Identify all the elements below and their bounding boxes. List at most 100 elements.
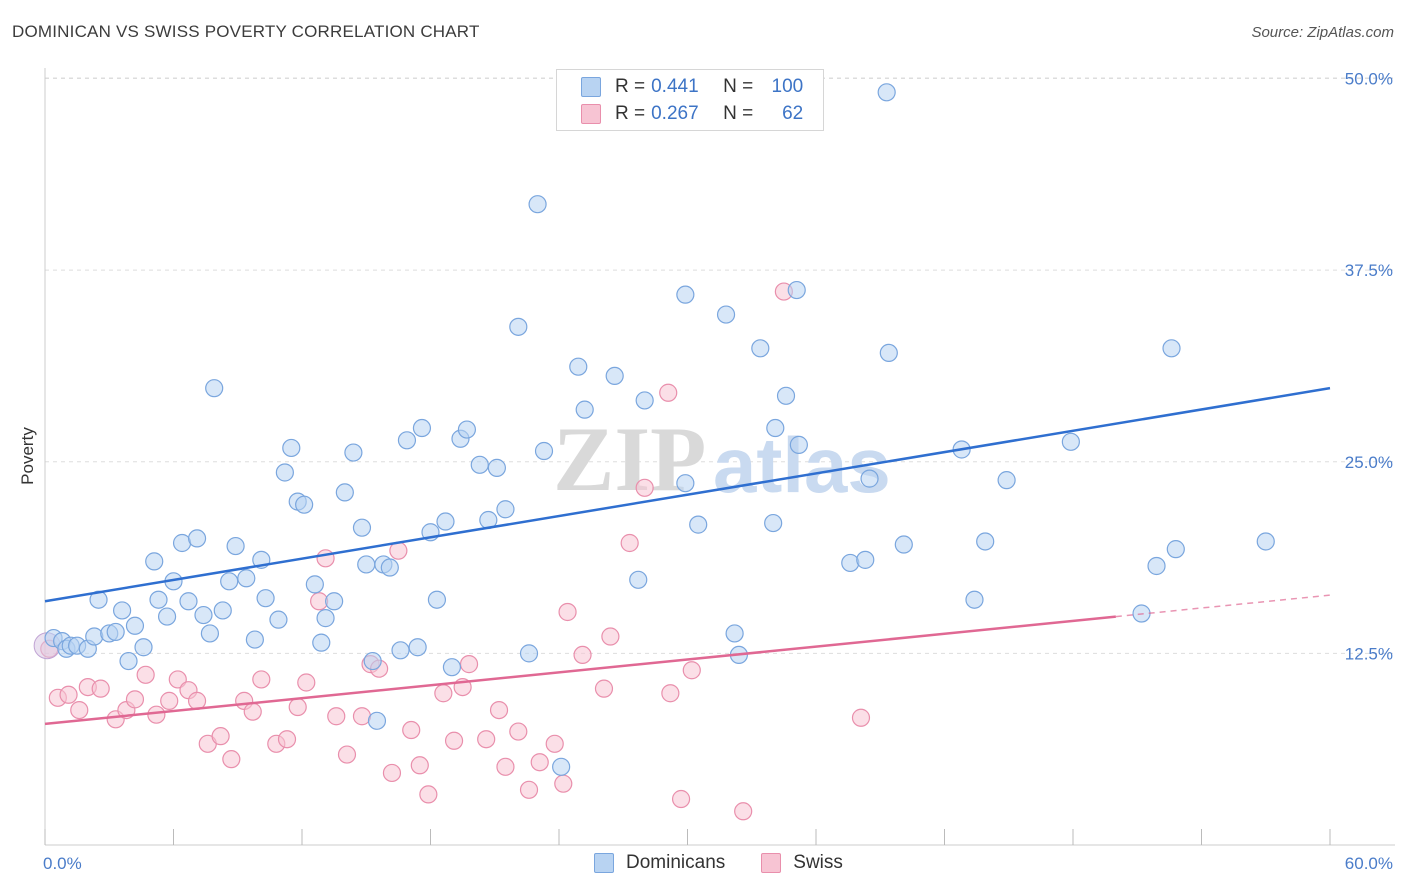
dominican-point xyxy=(380,558,399,577)
dominican-point xyxy=(725,624,744,643)
swiss-point xyxy=(91,679,110,698)
legend-row-dominicans: R = 0.441 N = 100 xyxy=(581,75,803,99)
x-tick-label: 60.0% xyxy=(1345,854,1393,873)
stats-legend: R = 0.441 N = 100 R = 0.267 N = 62 xyxy=(556,69,824,131)
dominican-point xyxy=(256,589,275,608)
dominican-point xyxy=(325,592,344,611)
swiss-point xyxy=(327,707,346,726)
dominican-point xyxy=(509,317,528,336)
dominican-point xyxy=(237,569,256,588)
swiss-point xyxy=(734,802,753,821)
dominican-point xyxy=(194,605,213,625)
dominican-point xyxy=(605,366,624,386)
dominican-point xyxy=(519,644,539,663)
dominican-point xyxy=(397,431,417,450)
dominican-point xyxy=(427,590,447,609)
dominican-point xyxy=(205,379,224,398)
dominican-point xyxy=(1162,339,1181,358)
dominican-point xyxy=(676,285,695,304)
swiss-point xyxy=(136,665,155,684)
swiss-point xyxy=(70,700,89,720)
dominican-point xyxy=(789,435,808,454)
dominican-point xyxy=(856,550,875,569)
legend-swatch-pink xyxy=(761,853,782,873)
swiss-point xyxy=(419,785,438,804)
dominican-point xyxy=(436,512,455,531)
dominican-point xyxy=(1061,432,1080,451)
dominican-point xyxy=(457,420,477,439)
legend-label-swiss: Swiss xyxy=(793,852,843,873)
swiss-point xyxy=(297,673,316,692)
dominican-point xyxy=(776,386,796,405)
legend-row-swiss: R = 0.267 N = 62 xyxy=(581,102,803,126)
dominican-point xyxy=(119,651,138,671)
swiss-point xyxy=(252,670,271,689)
legend-r-label: R = xyxy=(615,103,646,124)
trend-lines xyxy=(44,386,1331,726)
legend-n-label: N = xyxy=(723,76,754,97)
dominican-point xyxy=(751,339,770,358)
source-label: Source: ZipAtlas.com xyxy=(1251,24,1394,41)
dominican-point xyxy=(965,590,984,609)
swiss-point xyxy=(496,757,515,776)
swiss-point xyxy=(620,533,639,553)
swiss-point xyxy=(444,731,464,750)
swiss-trend-extension xyxy=(1115,594,1331,618)
dominican-point xyxy=(487,458,506,477)
dominican-point xyxy=(997,471,1016,490)
swiss-point xyxy=(434,684,453,703)
x-tick-label: 0.0% xyxy=(43,854,82,873)
dominican-point xyxy=(412,418,432,438)
dominican-point xyxy=(787,280,806,300)
dominican-point xyxy=(1256,532,1275,551)
swiss-point xyxy=(125,690,145,709)
swiss-point xyxy=(661,684,680,703)
dominican-point xyxy=(213,601,232,620)
swiss-point xyxy=(288,697,307,717)
chart-title: DOMINICAN VS SWISS POVERTY CORRELATION C… xyxy=(12,22,480,41)
y-tick-label: 50.0% xyxy=(1345,70,1393,89)
dominican-point xyxy=(282,438,301,458)
legend-n-value: 100 xyxy=(771,76,804,97)
legend-n-value: 62 xyxy=(782,103,804,124)
dominican-point xyxy=(860,469,879,488)
swiss-point xyxy=(316,549,335,568)
swiss-point xyxy=(477,730,496,749)
dominican-point xyxy=(534,441,554,461)
dominican-point xyxy=(689,515,708,534)
dominican-point xyxy=(245,630,264,649)
dominican-point xyxy=(220,572,239,591)
swiss-point xyxy=(554,774,573,793)
swiss-point xyxy=(545,734,564,753)
swiss-point xyxy=(277,730,297,749)
dominican-point xyxy=(316,609,335,628)
swiss-point xyxy=(594,679,614,698)
swiss-point xyxy=(682,661,701,680)
dominican-point xyxy=(1166,540,1185,559)
dominican-point xyxy=(149,590,168,609)
swiss-point xyxy=(601,627,620,646)
swiss-point xyxy=(671,789,691,809)
legend-r-value: 0.441 xyxy=(651,76,699,97)
dominican-point xyxy=(841,553,860,573)
dominican-point xyxy=(357,555,376,574)
dominican-point xyxy=(125,616,145,635)
dominican-point xyxy=(145,552,164,571)
swiss-point xyxy=(558,602,577,622)
dominican-point xyxy=(716,305,736,324)
dominican-point xyxy=(470,455,489,474)
legend-swatch-blue xyxy=(581,77,601,97)
dominican-point xyxy=(391,641,410,660)
swiss-point xyxy=(59,685,78,704)
swiss-point xyxy=(382,763,402,783)
dominican-point xyxy=(352,518,372,537)
swiss-point xyxy=(402,720,421,740)
y-axis-title: Poverty xyxy=(18,427,37,485)
legend-n-label: N = xyxy=(723,103,754,124)
dominican-point xyxy=(295,495,314,514)
dominican-point xyxy=(344,443,363,462)
swiss-point xyxy=(509,722,528,741)
dominican-point xyxy=(629,570,648,589)
swiss-point xyxy=(851,708,871,727)
dominican-point xyxy=(335,483,354,502)
